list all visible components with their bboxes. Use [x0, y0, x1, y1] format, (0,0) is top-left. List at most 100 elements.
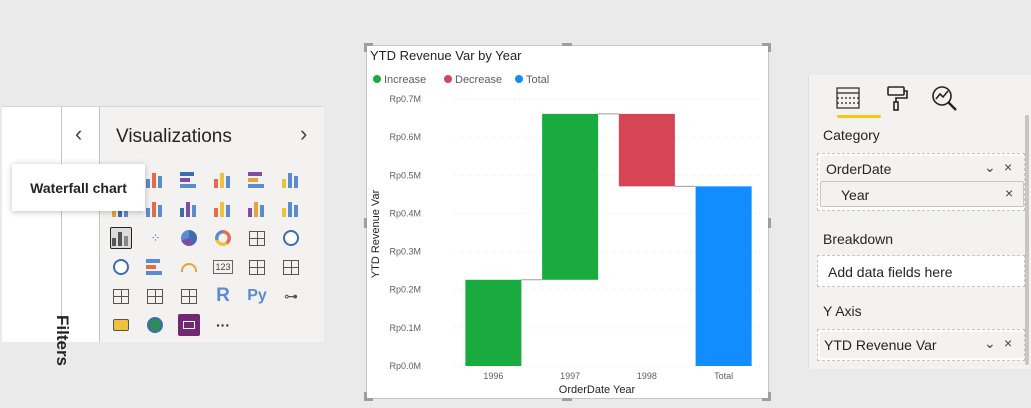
chart-title: YTD Revenue Var by Year: [370, 48, 522, 63]
resize-handle-top-left[interactable]: [364, 43, 373, 46]
matrix-icon[interactable]: [178, 285, 200, 307]
slicer-icon[interactable]: [110, 285, 132, 307]
waterfall-bar-1997[interactable]: [542, 113, 599, 280]
waterfall-visual[interactable]: YTD Revenue Var by Year Increase Decrease…: [364, 43, 771, 401]
field-pill-year[interactable]: Year ×: [820, 181, 1024, 207]
line-clustered-column-icon[interactable]: [246, 198, 268, 220]
python-visual-icon[interactable]: Py: [247, 287, 267, 304]
y-tick-label: Rp0.4M: [389, 208, 421, 218]
remove-field-icon[interactable]: ×: [1004, 335, 1013, 351]
remove-field-icon[interactable]: ×: [1004, 159, 1013, 175]
waterfall-bar-1996[interactable]: [465, 279, 522, 366]
field-pill-orderdate[interactable]: OrderDate ⌄ ×: [820, 156, 1024, 182]
table-icon[interactable]: [144, 285, 166, 307]
legend-label-total[interactable]: Total: [526, 74, 549, 86]
funnel-icon[interactable]: [144, 256, 166, 278]
gauge-icon[interactable]: [178, 256, 200, 278]
analytics-icon[interactable]: [927, 83, 961, 113]
field-pill-ytd-revenue-var[interactable]: YTD Revenue Var ⌄ ×: [820, 332, 1024, 358]
chevron-down-icon[interactable]: ⌄: [984, 335, 996, 351]
y-axis-title: YTD Revenue Var: [370, 189, 382, 278]
power-apps-icon[interactable]: [178, 314, 200, 336]
chevron-left-icon[interactable]: ‹: [75, 121, 83, 146]
chevron-down-icon[interactable]: ⌄: [984, 159, 996, 175]
fields-well-pane: Category OrderDate ⌄ × Year × Breakdown …: [808, 75, 1031, 369]
y-tick-label: Rp0.6M: [389, 132, 421, 142]
legend-label-decrease[interactable]: Decrease: [455, 74, 502, 86]
arcgis-map-icon[interactable]: [144, 314, 166, 336]
resize-handle-bottom-right[interactable]: [762, 398, 771, 401]
format-paint-icon[interactable]: [879, 83, 913, 113]
tooltip-waterfall-chart: Waterfall chart: [12, 164, 145, 211]
visualizations-collapse-strip[interactable]: [62, 107, 100, 342]
x-tick-label: 1998: [637, 371, 657, 381]
y-tick-label: Rp0.1M: [389, 323, 421, 333]
field-name: Year: [841, 187, 870, 203]
resize-handle-bottom-left-v[interactable]: [364, 392, 367, 401]
resize-handle-top-right[interactable]: [762, 43, 771, 46]
treemap-icon[interactable]: [246, 227, 268, 249]
x-axis-title: OrderDate Year: [559, 384, 636, 396]
legend-marker-decrease: [444, 75, 452, 83]
r-visual-icon[interactable]: R: [216, 285, 230, 306]
resize-handle-bottom[interactable]: [562, 398, 572, 401]
scatter-chart-icon[interactable]: ⁘: [150, 231, 160, 245]
filters-label[interactable]: Filters: [53, 315, 72, 367]
waterfall-bar-total[interactable]: [695, 186, 752, 366]
chevron-right-icon[interactable]: ›: [300, 121, 308, 146]
x-tick-label: Total: [714, 371, 733, 381]
breakdown-label: Breakdown: [823, 231, 894, 247]
filters-pane-collapsed[interactable]: [2, 107, 62, 342]
remove-field-icon[interactable]: ×: [1005, 185, 1014, 201]
breakdown-well[interactable]: Add data fields here: [817, 255, 1025, 287]
x-tick-label: 1997: [560, 371, 580, 381]
resize-handle-left[interactable]: [364, 218, 367, 228]
category-well[interactable]: OrderDate ⌄ × Year ×: [817, 153, 1025, 211]
chart-legend[interactable]: Increase Decrease Total: [373, 74, 549, 86]
ribbon-chart-icon[interactable]: [280, 198, 302, 220]
legend-marker-increase: [373, 75, 381, 83]
key-influencers-icon[interactable]: ⊶: [284, 287, 298, 304]
resize-handle-bottom-left[interactable]: [364, 398, 373, 401]
resize-handle-right[interactable]: [768, 218, 771, 228]
stacked-bar-100-icon[interactable]: [246, 169, 268, 191]
kpi-icon[interactable]: [280, 256, 302, 278]
clustered-column-icon[interactable]: [212, 169, 234, 191]
more-visuals-icon[interactable]: ···: [216, 317, 230, 333]
y-tick-label: Rp0.2M: [389, 285, 421, 295]
y-tick-label: Rp0.3M: [389, 247, 421, 257]
waterfall-bar-1998[interactable]: [618, 113, 675, 187]
resize-handle-bottom-right-v[interactable]: [768, 392, 771, 401]
waterfall-chart-icon[interactable]: [110, 227, 132, 249]
resize-handle-top-left-v[interactable]: [364, 43, 367, 52]
line-column-icon[interactable]: [212, 198, 234, 220]
card-icon[interactable]: 123: [213, 260, 233, 274]
clustered-bar-icon[interactable]: [178, 169, 200, 191]
filled-map-icon[interactable]: [110, 256, 132, 278]
field-name: OrderDate: [826, 161, 892, 177]
y-axis-well[interactable]: YTD Revenue Var ⌄ ×: [817, 329, 1025, 361]
qa-icon[interactable]: [110, 314, 132, 336]
stacked-column-100-icon[interactable]: [280, 169, 302, 191]
resize-handle-top-right-v[interactable]: [768, 43, 771, 52]
y-tick-label: Rp0.0M: [389, 361, 421, 371]
multi-row-card-icon[interactable]: [246, 256, 268, 278]
active-tab-indicator: [837, 115, 881, 118]
pane-scrollbar[interactable]: [1025, 115, 1029, 365]
legend-label-increase[interactable]: Increase: [384, 74, 426, 86]
pie-chart-icon[interactable]: [178, 227, 200, 249]
donut-chart-icon[interactable]: [212, 227, 234, 249]
y-axis-label: Y Axis: [823, 303, 862, 319]
area-chart-icon[interactable]: [144, 198, 166, 220]
stacked-area-icon[interactable]: [178, 198, 200, 220]
map-icon[interactable]: [280, 227, 302, 249]
y-tick-label: Rp0.7M: [389, 94, 421, 104]
resize-handle-top[interactable]: [562, 43, 572, 46]
stacked-column-icon[interactable]: [144, 169, 166, 191]
x-axis-ticks: 1996 1997 1998 Total: [483, 371, 733, 381]
category-label: Category: [823, 127, 880, 143]
waterfall-bars: [465, 113, 752, 366]
fields-tab-icon[interactable]: [831, 83, 865, 113]
y-axis-ticks: Rp0.0M Rp0.1M Rp0.2M Rp0.3M Rp0.4M Rp0.5M Rp0.…: [389, 94, 421, 371]
visualizations-title: Visualizations: [116, 126, 232, 147]
